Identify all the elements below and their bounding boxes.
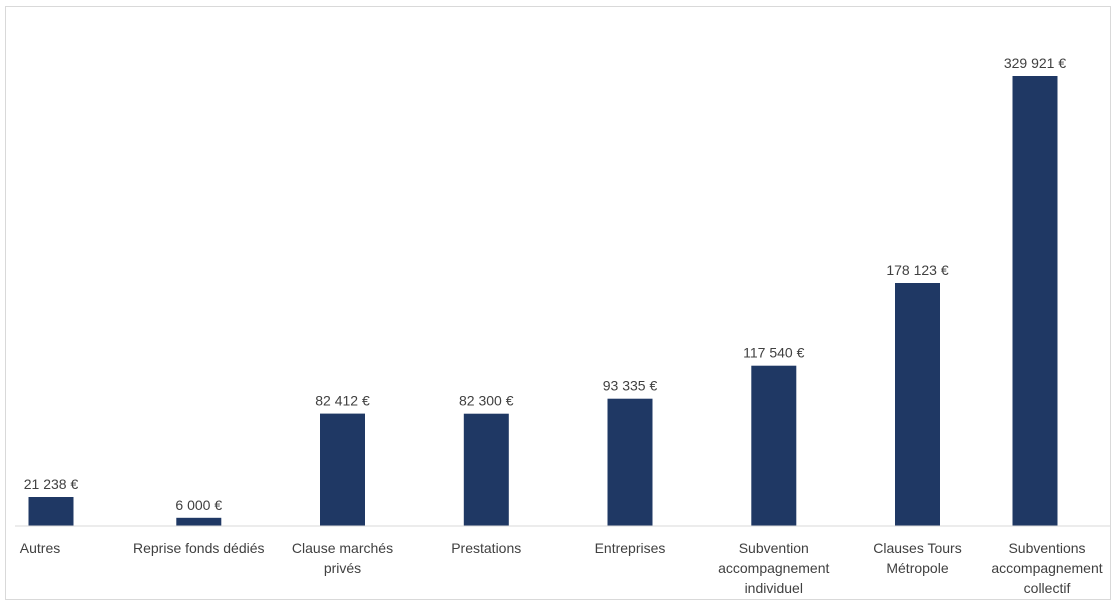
category-label-5-line-0: Subvention <box>739 540 809 556</box>
category-label-1-line-0: Reprise fonds dédiés <box>133 540 265 556</box>
bar-value-label-3: 82 300 € <box>459 393 514 409</box>
category-label-7-line-1: accompagnement <box>991 560 1102 576</box>
bar-7 <box>1012 76 1058 526</box>
category-label-4: Entreprises <box>595 540 666 556</box>
category-label-2-line-1: privés <box>324 560 361 576</box>
category-label-5: Subvention accompagnement individuel <box>718 540 829 596</box>
value-labels-group: 21 238 € 6 000 € 82 412 € 82 300 € 93 335 € 1… <box>24 55 1067 513</box>
category-label-6-line-0: Clauses Tours <box>873 540 961 556</box>
category-label-7: Subventions accompagnement collectif <box>991 540 1102 596</box>
bar-3 <box>463 413 509 526</box>
bar-value-label-0: 21 238 € <box>24 476 79 492</box>
category-label-0: Autres <box>20 540 60 556</box>
category-label-2-line-0: Clause marchés <box>292 540 393 556</box>
bar-value-label-7: 329 921 € <box>1004 55 1066 71</box>
category-labels-group: Autres Reprise fonds dédiés Clause marchés… <box>20 540 1103 596</box>
category-label-7-line-2: collectif <box>1024 580 1071 596</box>
category-label-6-line-1: Métropole <box>886 560 948 576</box>
bar-value-label-4: 93 335 € <box>603 378 658 394</box>
category-label-6: Clauses Tours Métropole <box>873 540 961 576</box>
category-label-3-line-0: Prestations <box>451 540 521 556</box>
bar-2 <box>320 413 365 526</box>
bars-group <box>28 76 1058 526</box>
category-label-0-line-0: Autres <box>20 540 60 556</box>
bar-6 <box>895 283 940 526</box>
bar-value-label-5: 117 540 € <box>743 345 804 361</box>
category-label-3: Prestations <box>451 540 521 556</box>
category-label-4-line-0: Entreprises <box>595 540 666 556</box>
bar-value-label-1: 6 000 € <box>175 497 222 513</box>
bar-5 <box>751 365 797 526</box>
category-label-2: Clause marchés privés <box>292 540 393 576</box>
bar-1 <box>176 517 222 526</box>
bar-4 <box>607 398 653 526</box>
category-label-5-line-1: accompagnement <box>718 560 829 576</box>
bar-value-label-6: 178 123 € <box>886 262 948 278</box>
bar-value-label-2: 82 412 € <box>315 393 370 409</box>
category-label-5-line-2: individuel <box>745 580 803 596</box>
category-label-7-line-0: Subventions <box>1008 540 1085 556</box>
bar-0 <box>28 497 74 526</box>
category-label-1: Reprise fonds dédiés <box>133 540 265 556</box>
